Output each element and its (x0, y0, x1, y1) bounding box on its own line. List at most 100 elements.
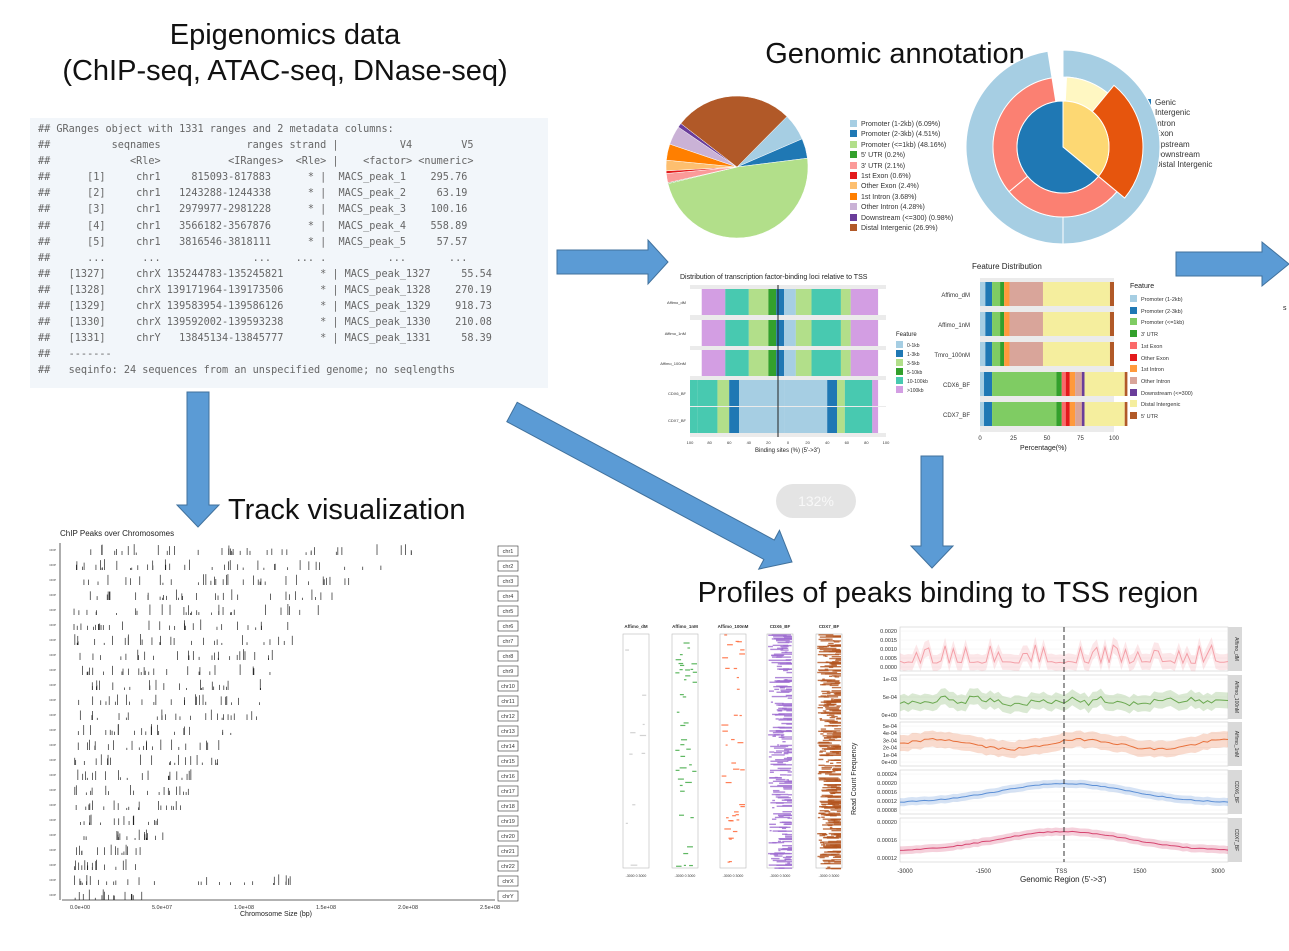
feature-bar-segment (992, 282, 1001, 306)
chrom-label: chr11 (501, 699, 514, 705)
tss-bar-segment (878, 407, 886, 433)
heatmap-mark (819, 856, 825, 859)
heatmap-mark (817, 661, 835, 664)
heatmap-mark (833, 640, 841, 642)
feature-bar-segment (1056, 372, 1062, 396)
code-line: ## ... ... ... ... . ... ... (38, 252, 468, 264)
legend-label: Downstream (<=300) (0.98%) (861, 214, 954, 222)
heatmap-mark (834, 676, 840, 678)
heatmap-mark (781, 827, 787, 830)
profile-tick-label: 5e-04 (883, 724, 897, 730)
legend-label: Upstream (1155, 139, 1190, 149)
code-line: ## <Rle> <IRanges> <Rle> | <factor> <num… (38, 156, 474, 168)
legend-swatch (1130, 400, 1137, 408)
code-line: ## [1331] chrY 13845134-13845777 * | MAC… (38, 333, 492, 345)
legend-swatch (896, 350, 903, 357)
heatmap-mark (772, 806, 775, 809)
feature-legend: Promoter (1-2kb) Promoter (2-3kb) Promoter… (1130, 295, 1193, 424)
heatmap-mark (828, 650, 837, 653)
heatmap-mark (833, 833, 841, 835)
heatmap-mark (774, 855, 783, 857)
profile-tick-label: 0e+00 (882, 713, 897, 719)
heatmap-mark (819, 648, 840, 651)
heatmap-mark (771, 818, 777, 820)
feature-bar-segment (1000, 282, 1005, 306)
heatmap-mark (817, 669, 841, 671)
tss-bar-segment (725, 320, 749, 346)
heatmap-mark (733, 714, 738, 716)
profile-tick-label: 0.00008 (877, 808, 897, 814)
heatmap-mark (823, 650, 841, 652)
heatmap-mark (781, 738, 792, 740)
profile-tick-label: 2e-04 (883, 746, 897, 752)
heatmap-mark (823, 654, 827, 657)
heatmap-mark (836, 705, 841, 707)
heatmap-mark (825, 773, 834, 775)
heatmap-mark (819, 751, 823, 753)
legend-swatch (850, 161, 857, 169)
feature-bar-segment (1124, 372, 1128, 396)
feature-bar-segment (980, 342, 986, 366)
tss-row-label: Affimo_1nM (665, 331, 686, 336)
heatmap-mark (630, 864, 638, 866)
arrow-right-2 (1175, 240, 1289, 288)
code-line: ## GRanges object with 1331 ranges and 2… (38, 124, 394, 135)
feature-bar-segment (1061, 402, 1066, 426)
heatmap-mark (820, 640, 835, 642)
heatmap-mark (729, 838, 732, 840)
chrom-label-box (497, 605, 519, 617)
heatmap-mark (785, 855, 792, 858)
legend-item: 3-5kb (896, 359, 928, 368)
feature-legend-title: Feature (1130, 283, 1155, 290)
legend-swatch (896, 359, 903, 366)
legend-label: Downstream (<=300) (1141, 390, 1193, 397)
heatmap-mark (785, 748, 792, 750)
heatmap-mark (827, 703, 836, 706)
heatmap-mark (733, 768, 740, 770)
legend-label: 3' UTR (1141, 332, 1158, 339)
heatmap-mark (781, 821, 792, 823)
heatmap-mark (826, 813, 841, 816)
tss-bar-segment (850, 320, 879, 346)
heatmap-mark (625, 822, 628, 824)
track-y-tick: ChIP (49, 893, 56, 897)
heatmap-frame (622, 633, 650, 869)
heatmap-mark (831, 859, 841, 861)
heatmap-mark (819, 854, 838, 856)
heatmap-mark (779, 852, 792, 855)
heatmap-mark (786, 779, 789, 781)
feature-bar-segment (1042, 342, 1110, 366)
profile-strip-label: Affimo_100nM (1233, 681, 1239, 713)
heatmap-mark (824, 725, 834, 727)
chrom-label: chrY (502, 894, 514, 900)
heatmap-mark (832, 649, 837, 651)
heatmap-mark (826, 700, 841, 703)
legend-item: 3' UTR (1130, 330, 1193, 342)
heatmap-mark (773, 854, 779, 856)
feature-bar-segment (1065, 372, 1070, 396)
heatmap-mark (787, 697, 792, 699)
tss-bar-segment (748, 289, 769, 315)
feature-bar-segment (1081, 402, 1085, 426)
chrom-label-box (497, 815, 519, 827)
track-y-tick: ChIP (49, 833, 56, 837)
donut-inner-segment (1062, 100, 1110, 178)
heatmap-mark (778, 713, 792, 715)
feature-bar-segment (1075, 402, 1082, 426)
track-y-tick: ChIP (49, 548, 56, 552)
legend-swatch (1130, 365, 1137, 373)
heatmap-mark (832, 661, 839, 663)
heatmap-mark (770, 745, 789, 748)
tss-bar-segment (748, 350, 769, 376)
heatmap-mark (783, 669, 788, 672)
tss-bar-segment (872, 407, 879, 433)
tss-bar-segment (840, 289, 851, 315)
chrom-label-box (497, 680, 519, 692)
heatmap-mark (820, 680, 840, 682)
heatmap-mark (821, 766, 833, 769)
heatmap-mark (639, 734, 647, 737)
heatmap-mark (829, 801, 841, 803)
heatmap-mark (823, 701, 837, 704)
heatmap-mark (784, 715, 792, 717)
profile-ci-band (900, 779, 1228, 807)
